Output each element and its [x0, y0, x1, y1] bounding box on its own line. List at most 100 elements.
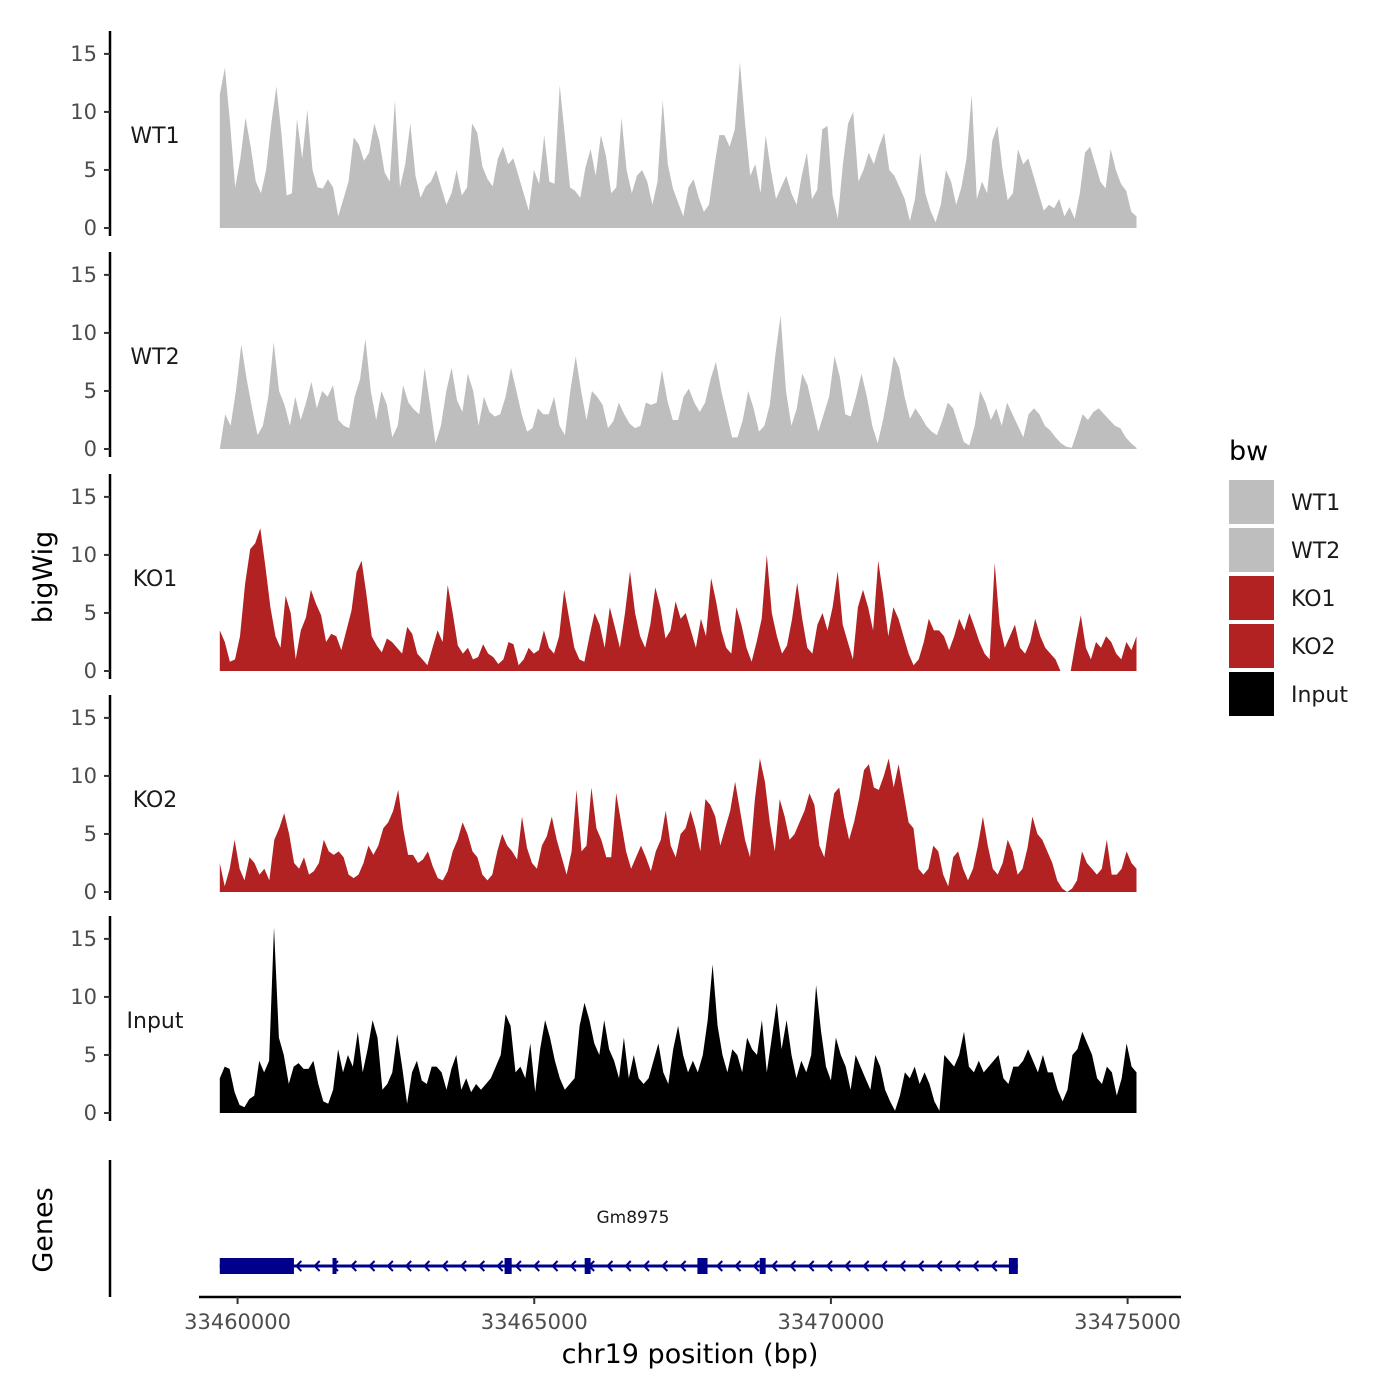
- strand-arrow: [441, 1260, 449, 1272]
- strand-arrow: [807, 1260, 815, 1272]
- y-tick-label: 10: [70, 985, 97, 1009]
- gene-exon: [1008, 1258, 1018, 1274]
- strand-arrow: [789, 1260, 797, 1272]
- gene-exon: [759, 1258, 766, 1274]
- track-label: WT1: [130, 124, 179, 149]
- y-tick-label: 15: [70, 927, 97, 951]
- x-axis: 33460000 33465000 33470000 33475000: [184, 1295, 1181, 1334]
- strand-arrow: [715, 1260, 723, 1272]
- y-tick-label: 10: [70, 321, 97, 345]
- genes-track-title: Genes: [28, 1187, 59, 1272]
- legend: WT1 WT2 KO1 KO2 Input: [1229, 480, 1348, 716]
- track-label: WT2: [130, 345, 179, 370]
- gene-exon: [332, 1258, 337, 1274]
- y-tick-label: 5: [84, 379, 97, 403]
- legend-title: bw: [1229, 436, 1268, 467]
- strand-arrow: [862, 1260, 870, 1272]
- track-ko1: 0 5 10 15 KO1: [70, 474, 1137, 683]
- strand-arrow: [679, 1260, 687, 1272]
- legend-label: KO1: [1291, 587, 1336, 612]
- y-tick-label: 0: [84, 216, 97, 240]
- legend-key-ko1: [1229, 576, 1274, 620]
- strand-arrow: [660, 1260, 669, 1272]
- strand-arrow: [917, 1260, 925, 1272]
- y-tick-label: 10: [70, 100, 97, 124]
- track-wt2: 0 5 10 15 WT2: [70, 252, 1137, 461]
- y-tick-label: 15: [70, 706, 97, 730]
- coverage-area-wt1: [219, 62, 1137, 228]
- strand-arrow: [734, 1260, 742, 1272]
- y-tick-label: 10: [70, 543, 97, 567]
- strand-arrow: [843, 1260, 852, 1272]
- y-tick-label: 15: [70, 263, 97, 287]
- y-tick-label: 15: [70, 485, 97, 509]
- strand-arrow: [496, 1260, 504, 1272]
- x-axis-title: chr19 position (bp): [562, 1339, 819, 1370]
- coverage-area-input: [219, 927, 1137, 1113]
- x-tick-label: 33475000: [1074, 1310, 1181, 1334]
- strand-arrow: [368, 1260, 376, 1272]
- y-axis-title: bigWig: [28, 531, 59, 624]
- strand-arrow: [752, 1260, 760, 1272]
- y-tick-label: 10: [70, 764, 97, 788]
- strand-arrow: [423, 1260, 431, 1272]
- strand-arrow: [551, 1260, 559, 1272]
- coverage-area-wt2: [219, 315, 1137, 449]
- legend-key-input: [1229, 672, 1274, 716]
- strand-arrow: [990, 1260, 998, 1272]
- y-tick-label: 0: [84, 880, 97, 904]
- y-tick-label: 0: [84, 1101, 97, 1125]
- strand-arrow: [477, 1260, 486, 1272]
- strand-arrow: [404, 1260, 412, 1272]
- gene-track: Gm8975: [108, 1160, 1018, 1297]
- strand-arrow: [569, 1260, 577, 1272]
- strand-arrow: [642, 1260, 650, 1272]
- strand-arrow: [313, 1260, 321, 1272]
- y-tick-label: 5: [84, 822, 97, 846]
- legend-key-wt1: [1229, 480, 1274, 524]
- y-tick-label: 5: [84, 158, 97, 182]
- track-label: Input: [127, 1009, 184, 1034]
- strand-arrow: [825, 1260, 833, 1272]
- legend-label: KO2: [1291, 635, 1336, 660]
- gene-exon: [584, 1258, 591, 1274]
- x-tick-label: 33460000: [184, 1310, 291, 1334]
- y-tick-label: 0: [84, 659, 97, 683]
- strand-arrow: [386, 1260, 394, 1272]
- strand-arrow: [606, 1260, 614, 1272]
- strand-arrow: [459, 1260, 467, 1272]
- gene-exon: [219, 1258, 294, 1274]
- track-ko2: 0 5 10 15 KO2: [70, 695, 1137, 904]
- strand-arrow: [972, 1260, 980, 1272]
- strand-arrow: [935, 1260, 943, 1272]
- strand-arrow: [514, 1260, 522, 1272]
- gene-exon: [504, 1258, 512, 1274]
- legend-label: WT2: [1291, 539, 1340, 564]
- coverage-area-ko2: [219, 758, 1137, 892]
- bigwig-tracks: 0 5 10 15 WT1 0 5 10 15 WT2 0 5 10 15 KO1 0 5 10 15 KO2 0 5 10…: [70, 31, 1137, 1125]
- strand-arrow: [953, 1260, 961, 1272]
- gene-name-label: Gm8975: [597, 1208, 670, 1228]
- strand-arrow: [349, 1260, 357, 1272]
- x-tick-label: 33470000: [777, 1310, 884, 1334]
- strand-arrow: [294, 1260, 303, 1272]
- y-tick-label: 5: [84, 601, 97, 625]
- legend-label: Input: [1291, 683, 1348, 708]
- track-label: KO2: [133, 788, 178, 813]
- gene-exon: [697, 1258, 708, 1274]
- strand-arrow: [880, 1260, 888, 1272]
- track-input: 0 5 10 15 Input: [70, 916, 1137, 1125]
- x-tick-label: 33465000: [481, 1310, 588, 1334]
- strand-arrow: [532, 1260, 540, 1272]
- strand-arrow: [898, 1260, 906, 1272]
- y-tick-label: 0: [84, 437, 97, 461]
- track-label: KO1: [133, 567, 178, 592]
- legend-key-ko2: [1229, 624, 1274, 668]
- strand-arrow: [624, 1260, 632, 1272]
- legend-key-wt2: [1229, 528, 1274, 572]
- track-wt1: 0 5 10 15 WT1: [70, 31, 1137, 240]
- y-tick-label: 15: [70, 42, 97, 66]
- y-tick-label: 5: [84, 1043, 97, 1067]
- legend-label: WT1: [1291, 491, 1340, 516]
